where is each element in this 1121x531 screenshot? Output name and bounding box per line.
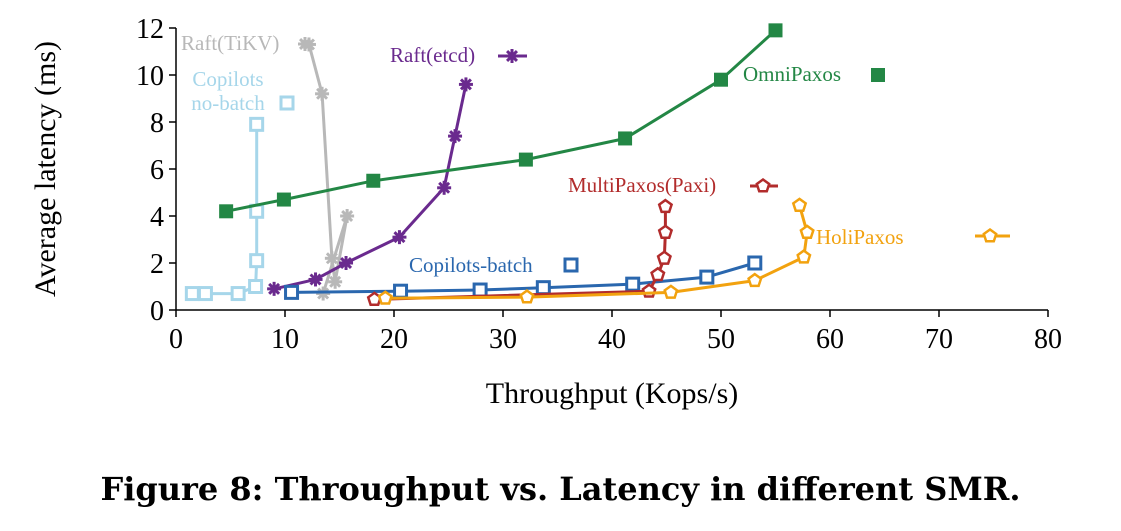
- data-point: [315, 86, 330, 101]
- series-6: [377, 197, 815, 305]
- data-point: [650, 266, 666, 282]
- data-point: [747, 255, 763, 271]
- x-tick-label: 0: [169, 324, 183, 355]
- series-label: Copilots-batch: [409, 253, 533, 277]
- data-point: [768, 23, 783, 38]
- plot-area: 0 10 20 30 40 50 60 70 80 0 2 4 6 8 10 12 Raft(TiKV) Co…: [136, 14, 1062, 355]
- data-point: [437, 180, 452, 195]
- data-point: [657, 224, 674, 239]
- data-point: [791, 197, 808, 212]
- legend-marker: [279, 95, 295, 111]
- data-point: [284, 284, 300, 300]
- data-point: [472, 282, 488, 298]
- data-point: [656, 250, 672, 265]
- data-point: [328, 274, 343, 289]
- x-tick-label: 10: [271, 324, 299, 355]
- data-point: [184, 286, 200, 302]
- data-point: [747, 272, 763, 288]
- data-point: [267, 281, 282, 296]
- data-point: [796, 249, 812, 264]
- x-tick-label: 30: [489, 324, 517, 355]
- data-point: [340, 209, 355, 223]
- series-labels: Raft(TiKV) Copilots no-batch Raft(etcd) Omni…: [181, 31, 1010, 277]
- series-label: Copilots no-batch: [191, 67, 265, 115]
- series-label: MultiPaxos(Paxi): [568, 173, 716, 197]
- data-point: [392, 230, 407, 245]
- data-point: [518, 152, 533, 167]
- data-point: [448, 129, 463, 144]
- data-point: [663, 284, 679, 299]
- data-point: [276, 192, 291, 207]
- series-label: Raft(etcd): [390, 43, 475, 67]
- data-point: [248, 279, 264, 294]
- series-label: Raft(TiKV): [181, 31, 279, 55]
- x-axis-ticks: 0 10 20 30 40 50 60 70 80: [169, 310, 1062, 355]
- legend-marker: [755, 177, 771, 193]
- y-tick-label: 0: [150, 296, 164, 327]
- legend-marker: [298, 37, 312, 51]
- data-point: [535, 280, 551, 296]
- data-point: [366, 173, 381, 188]
- data-point: [799, 224, 815, 239]
- y-axis-title: Average latency (ms): [29, 41, 62, 297]
- data-point: [324, 251, 339, 266]
- y-tick-label: 12: [136, 14, 164, 45]
- data-point: [377, 290, 393, 305]
- data-point: [393, 283, 409, 299]
- legend-marker: [982, 227, 998, 243]
- series-2: [267, 77, 473, 296]
- figure-caption: Figure 8: Throughput vs. Latency in diff…: [100, 470, 1021, 508]
- data-point: [458, 77, 473, 92]
- series-label: HoliPaxos: [816, 225, 904, 249]
- data-point: [219, 204, 234, 219]
- data-point: [657, 198, 674, 214]
- legend-marker: [563, 257, 579, 273]
- throughput-latency-chart: 0 10 20 30 40 50 60 70 80 0 2 4 6 8 10 12 Raft(TiKV) Co…: [29, 14, 1062, 410]
- x-tick-label: 60: [816, 324, 844, 355]
- y-tick-label: 6: [150, 155, 164, 186]
- data-point: [197, 286, 213, 302]
- data-point: [714, 72, 728, 87]
- x-tick-label: 40: [598, 324, 626, 355]
- data-point: [249, 116, 265, 132]
- y-tick-label: 10: [136, 61, 164, 92]
- data-point: [625, 276, 641, 292]
- series-label: OmniPaxos: [743, 62, 841, 86]
- legend-marker: [505, 49, 519, 63]
- data-point: [230, 286, 246, 302]
- series-3: [219, 23, 783, 219]
- data-point: [519, 289, 535, 304]
- legend-marker: [871, 68, 885, 82]
- x-tick-label: 70: [925, 324, 953, 355]
- x-tick-label: 50: [707, 324, 735, 355]
- data-point: [308, 272, 323, 287]
- series-1: [184, 116, 265, 302]
- data-point: [249, 253, 265, 269]
- data-point: [339, 256, 354, 270]
- y-tick-label: 4: [150, 202, 164, 233]
- x-tick-label: 20: [380, 324, 408, 355]
- y-tick-label: 2: [150, 249, 164, 280]
- y-axis-ticks: 0 2 4 6 8 10 12: [136, 14, 176, 327]
- x-tick-label: 80: [1034, 324, 1062, 355]
- y-tick-label: 8: [150, 108, 164, 139]
- data-point: [618, 131, 633, 146]
- x-axis-title: Throughput (Kops/s): [486, 377, 738, 410]
- data-point: [699, 269, 715, 285]
